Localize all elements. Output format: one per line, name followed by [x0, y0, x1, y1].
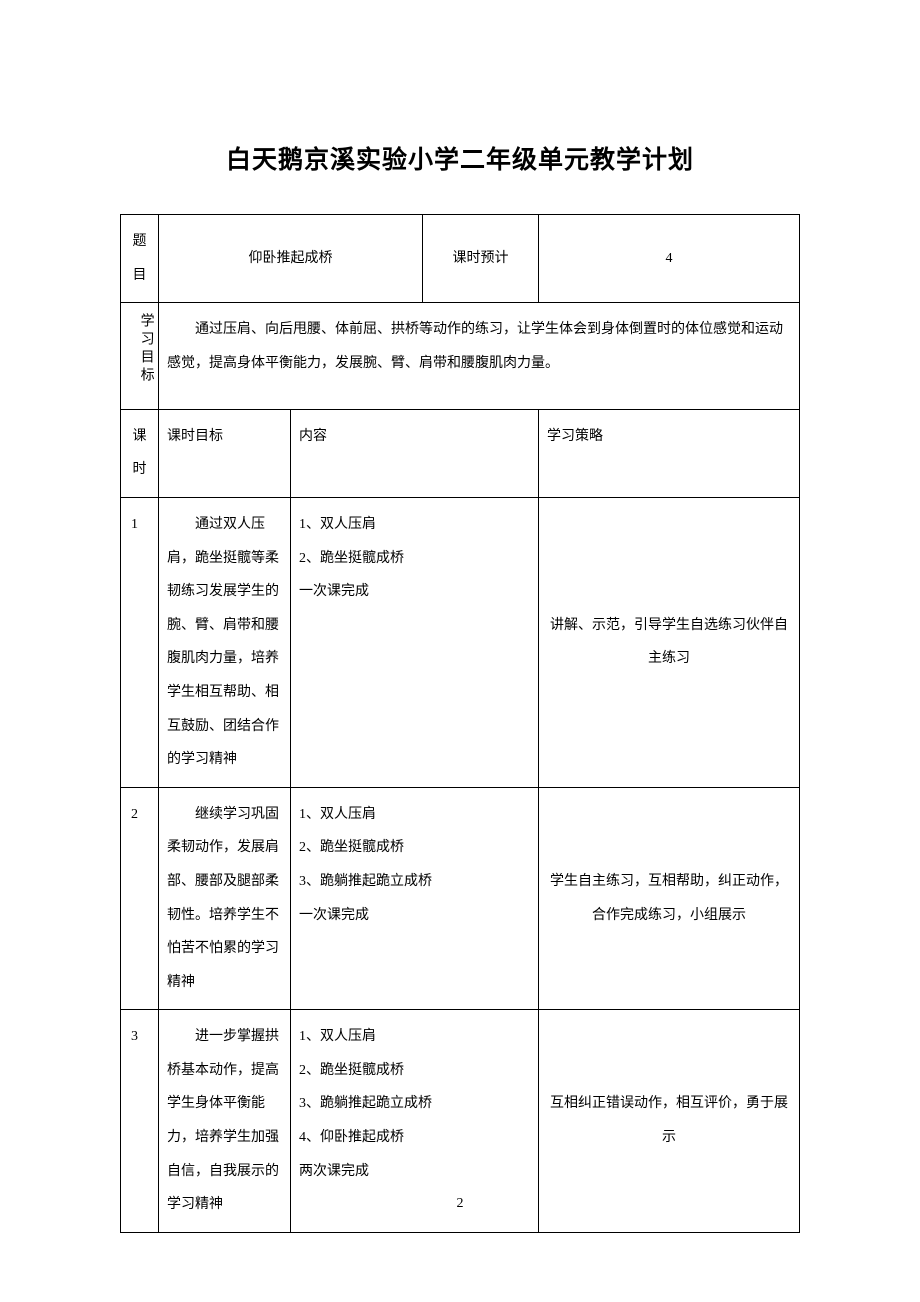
lesson-number: 1 — [121, 497, 159, 787]
objective-text: 通过压肩、向后甩腰、体前屈、拱桥等动作的练习，让学生体会到身体倒置时的体位感觉和… — [159, 303, 800, 410]
objective-row: 学习目标 通过压肩、向后甩腰、体前屈、拱桥等动作的练习，让学生体会到身体倒置时的… — [121, 303, 800, 410]
lesson-goal: 继续学习巩固柔韧动作，发展肩部、腰部及腿部柔韧性。培养学生不怕苦不怕累的学习精神 — [159, 787, 291, 1010]
topic-label: 题目 — [121, 215, 159, 303]
content-label: 内容 — [291, 409, 539, 497]
lesson-strategy: 学生自主练习，互相帮助，纠正动作，合作完成练习，小组展示 — [539, 787, 800, 1010]
lesson-number: 2 — [121, 787, 159, 1010]
topic-value: 仰卧推起成桥 — [159, 215, 423, 303]
document-title: 白天鹅京溪实验小学二年级单元教学计划 — [120, 140, 800, 176]
lesson-row: 2 继续学习巩固柔韧动作，发展肩部、腰部及腿部柔韧性。培养学生不怕苦不怕累的学习… — [121, 787, 800, 1010]
lesson-content: 1、双人压肩 2、跪坐挺髋成桥 一次课完成 — [291, 497, 539, 787]
hours-label: 课时预计 — [423, 215, 539, 303]
teaching-plan-table: 题目 仰卧推起成桥 课时预计 4 学习目标 通过压肩、向后甩腰、体前屈、拱桥等动… — [120, 214, 800, 1233]
lesson-content: 1、双人压肩 2、跪坐挺髋成桥 3、跪躺推起跪立成桥 一次课完成 — [291, 787, 539, 1010]
lesson-row: 1 通过双人压肩，跪坐挺髋等柔韧练习发展学生的腕、臂、肩带和腰腹肌肉力量，培养学… — [121, 497, 800, 787]
header-row: 题目 仰卧推起成桥 课时预计 4 — [121, 215, 800, 303]
objective-label: 学习目标 — [121, 303, 159, 410]
lesson-goal: 通过双人压肩，跪坐挺髋等柔韧练习发展学生的腕、臂、肩带和腰腹肌肉力量，培养学生相… — [159, 497, 291, 787]
period-goal-label: 课时目标 — [159, 409, 291, 497]
strategy-label: 学习策略 — [539, 409, 800, 497]
page-number: 2 — [0, 1196, 920, 1212]
lesson-strategy: 讲解、示范，引导学生自选练习伙伴自主练习 — [539, 497, 800, 787]
hours-value: 4 — [539, 215, 800, 303]
period-label: 课时 — [121, 409, 159, 497]
subheader-row: 课时 课时目标 内容 学习策略 — [121, 409, 800, 497]
